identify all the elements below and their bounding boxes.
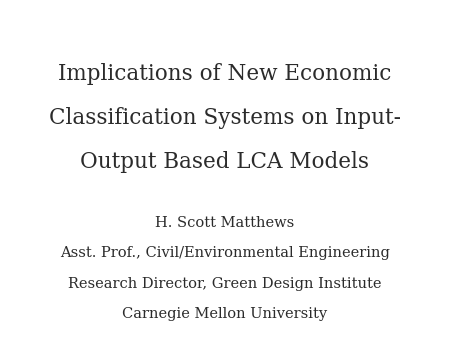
Text: Classification Systems on Input-: Classification Systems on Input- <box>49 107 401 129</box>
Text: Implications of New Economic: Implications of New Economic <box>58 63 392 86</box>
Text: Output Based LCA Models: Output Based LCA Models <box>81 151 369 173</box>
Text: Asst. Prof., Civil/Environmental Engineering: Asst. Prof., Civil/Environmental Enginee… <box>60 246 390 261</box>
Text: Carnegie Mellon University: Carnegie Mellon University <box>122 307 328 321</box>
Text: Research Director, Green Design Institute: Research Director, Green Design Institut… <box>68 277 382 291</box>
Text: H. Scott Matthews: H. Scott Matthews <box>155 216 295 230</box>
